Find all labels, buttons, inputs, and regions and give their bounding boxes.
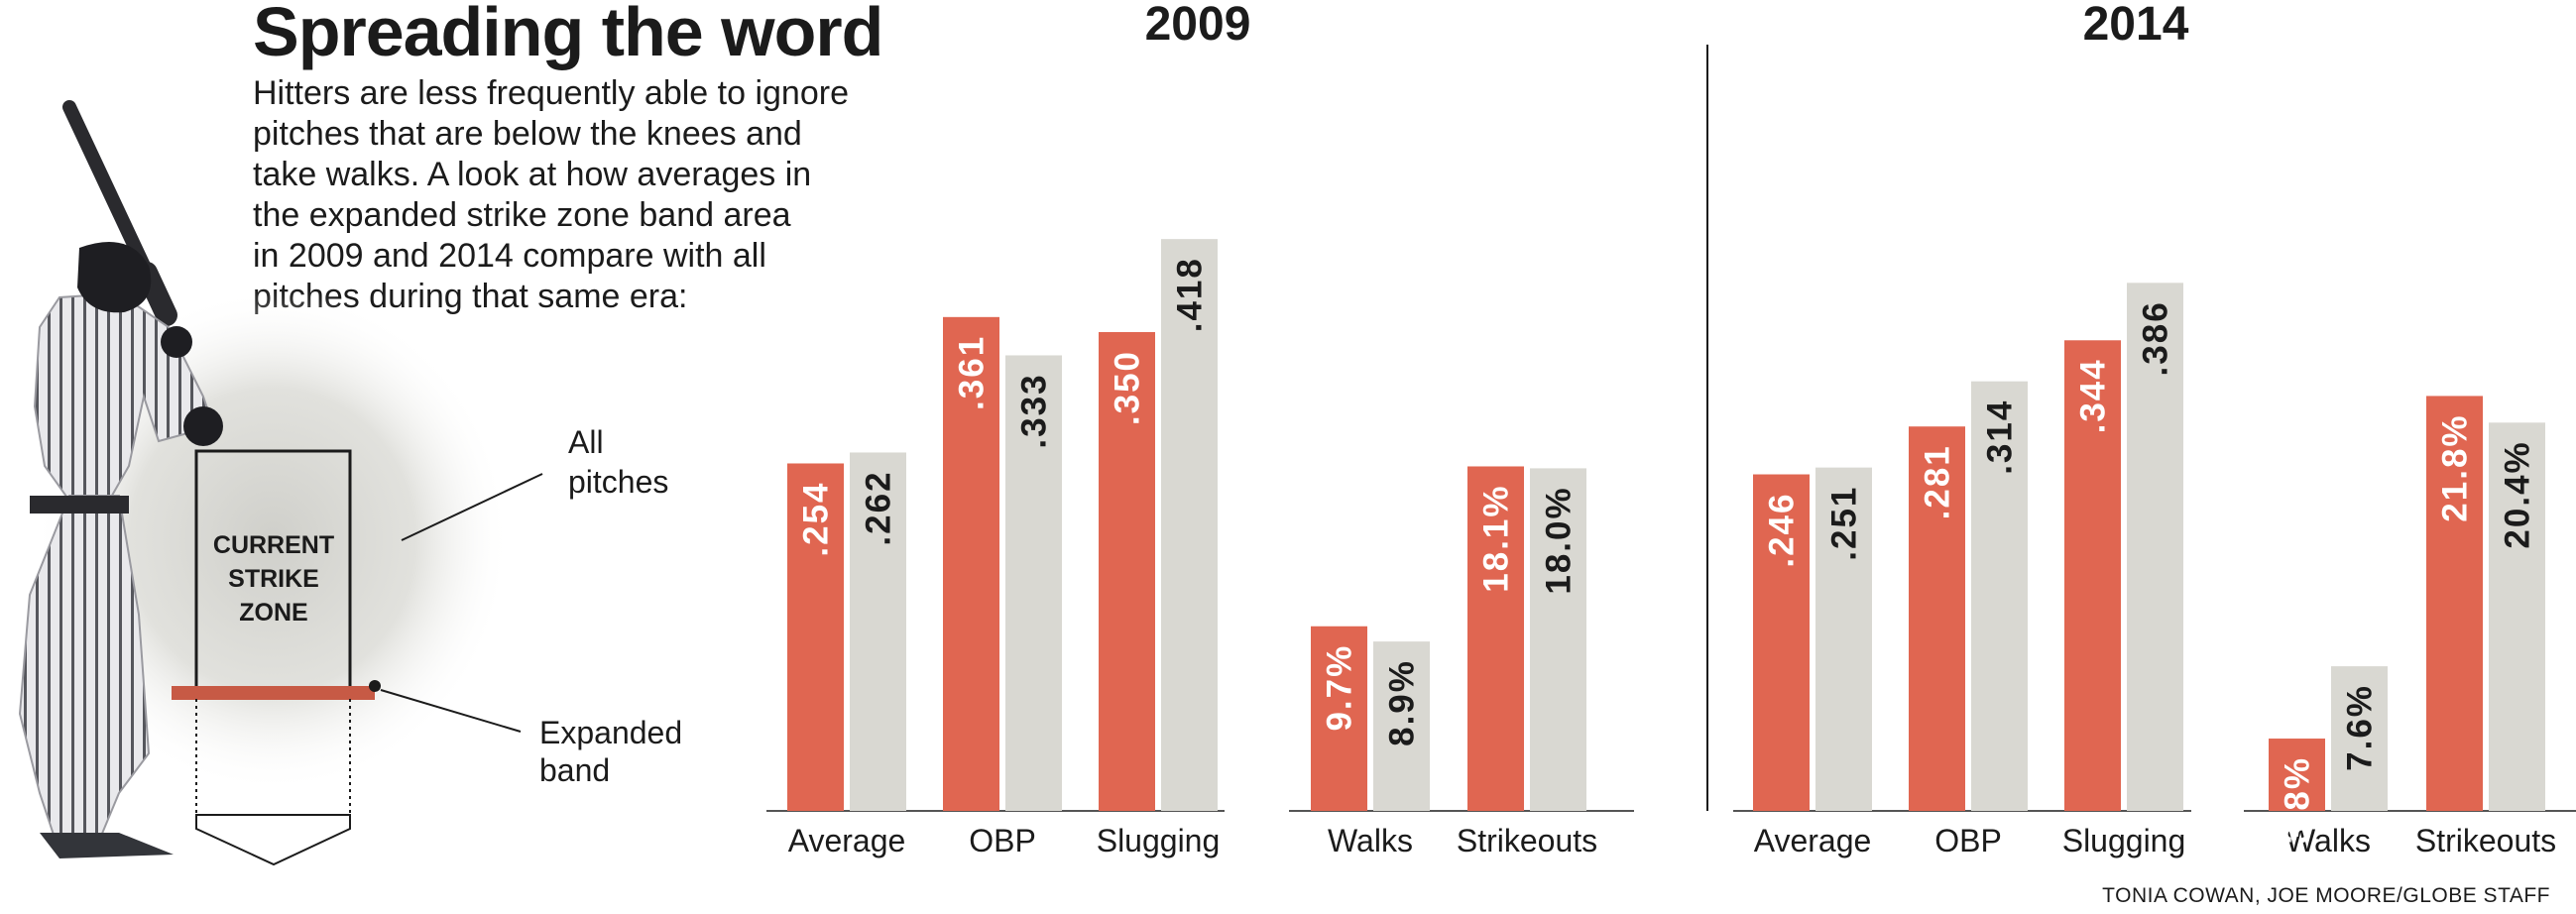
bar: [787, 463, 844, 811]
bar: [2331, 666, 2388, 811]
band-pointer-dot: [369, 680, 381, 692]
data-label: 7.6%: [2341, 684, 2380, 771]
category-label: Slugging: [1097, 823, 1221, 858]
category-label: Average: [788, 823, 906, 858]
data-label: .281: [1919, 444, 1957, 519]
intro-line: the expanded strike zone band area: [253, 196, 791, 234]
data-label: 20.4%: [2499, 440, 2537, 548]
batter-illustration: CURRENT STRIKE ZONE All pitches Expanded…: [18, 100, 682, 866]
data-label: 18.0%: [1540, 486, 1579, 594]
data-label: .333: [1015, 373, 1054, 448]
bar: [1909, 426, 1965, 811]
strike-zone-label: ZONE: [239, 599, 307, 627]
bar: [1311, 626, 1367, 811]
data-label: .350: [1109, 350, 1147, 425]
category-label: Walks: [1328, 823, 1413, 858]
intro-line: pitches that are below the knees and: [253, 115, 802, 153]
bar: [1815, 467, 1872, 811]
intro-line: take walks. A look at how averages in: [253, 156, 812, 193]
category-label: Average: [1754, 823, 1872, 858]
data-label: .386: [2137, 300, 2175, 376]
data-label: .418: [1171, 257, 1210, 332]
bar: [1005, 355, 1062, 811]
data-label: .262: [860, 470, 898, 545]
strike-zone-label: STRIKE: [228, 565, 319, 593]
data-label: .246: [1763, 493, 1802, 568]
data-label: 3.8%: [2279, 756, 2317, 844]
expanded-band-label: band: [539, 752, 610, 788]
data-label: 21.8%: [2436, 413, 2475, 521]
category-label: OBP: [969, 823, 1036, 858]
bar: [1373, 641, 1430, 811]
category-label: Strikeouts: [1457, 823, 1597, 858]
data-label: .251: [1825, 486, 1864, 561]
chart-title: Spreading the word: [253, 0, 883, 70]
bar: [2064, 340, 2121, 811]
panel-title-2009: 2009: [1145, 0, 1251, 51]
all-pitches-label: pitches: [568, 464, 668, 500]
bar: [2426, 396, 2483, 811]
bar: [1467, 466, 1524, 811]
intro-text: Hitters are less frequently able to igno…: [253, 73, 887, 317]
bar: [2127, 283, 2183, 811]
category-label: OBP: [1934, 823, 2002, 858]
data-label: 18.1%: [1477, 484, 1516, 592]
bar: [850, 452, 906, 811]
intro-line: Hitters are less frequently able to igno…: [253, 74, 849, 112]
bar: [1530, 468, 1586, 811]
category-label: Slugging: [2062, 823, 2186, 858]
bar: [943, 316, 999, 811]
data-label: .344: [2074, 358, 2113, 433]
intro-line: in 2009 and 2014 compare with all: [253, 237, 766, 275]
credit-line: TONIA COWAN, JOE MOORE/GLOBE STAFF: [2102, 884, 2550, 907]
home-plate: [195, 814, 351, 866]
batter-figure: [18, 100, 223, 858]
bar-charts: 2009 Average .254 .262 OBP .361 .333 Slugging .3…: [766, 0, 2576, 858]
bar: [1161, 239, 1218, 811]
category-label: Walks: [2285, 823, 2371, 858]
bar: [1971, 381, 2028, 811]
data-label: 8.9%: [1383, 659, 1422, 746]
bar: [2269, 739, 2325, 811]
data-label: .254: [797, 481, 836, 556]
bar: [2489, 422, 2545, 811]
all-pitches-label: All: [568, 424, 604, 460]
strike-zone-label: CURRENT: [213, 531, 334, 559]
data-label: .361: [953, 335, 992, 410]
category-label: Strikeouts: [2415, 823, 2556, 858]
expanded-band-bar: [172, 686, 375, 700]
bar: [1099, 332, 1155, 811]
data-label: 9.7%: [1321, 644, 1359, 732]
data-label: .314: [1981, 400, 2020, 475]
panel-title-2014: 2014: [2083, 0, 2189, 51]
expanded-band-label: Expanded: [539, 715, 682, 750]
bar: [1753, 474, 1810, 811]
